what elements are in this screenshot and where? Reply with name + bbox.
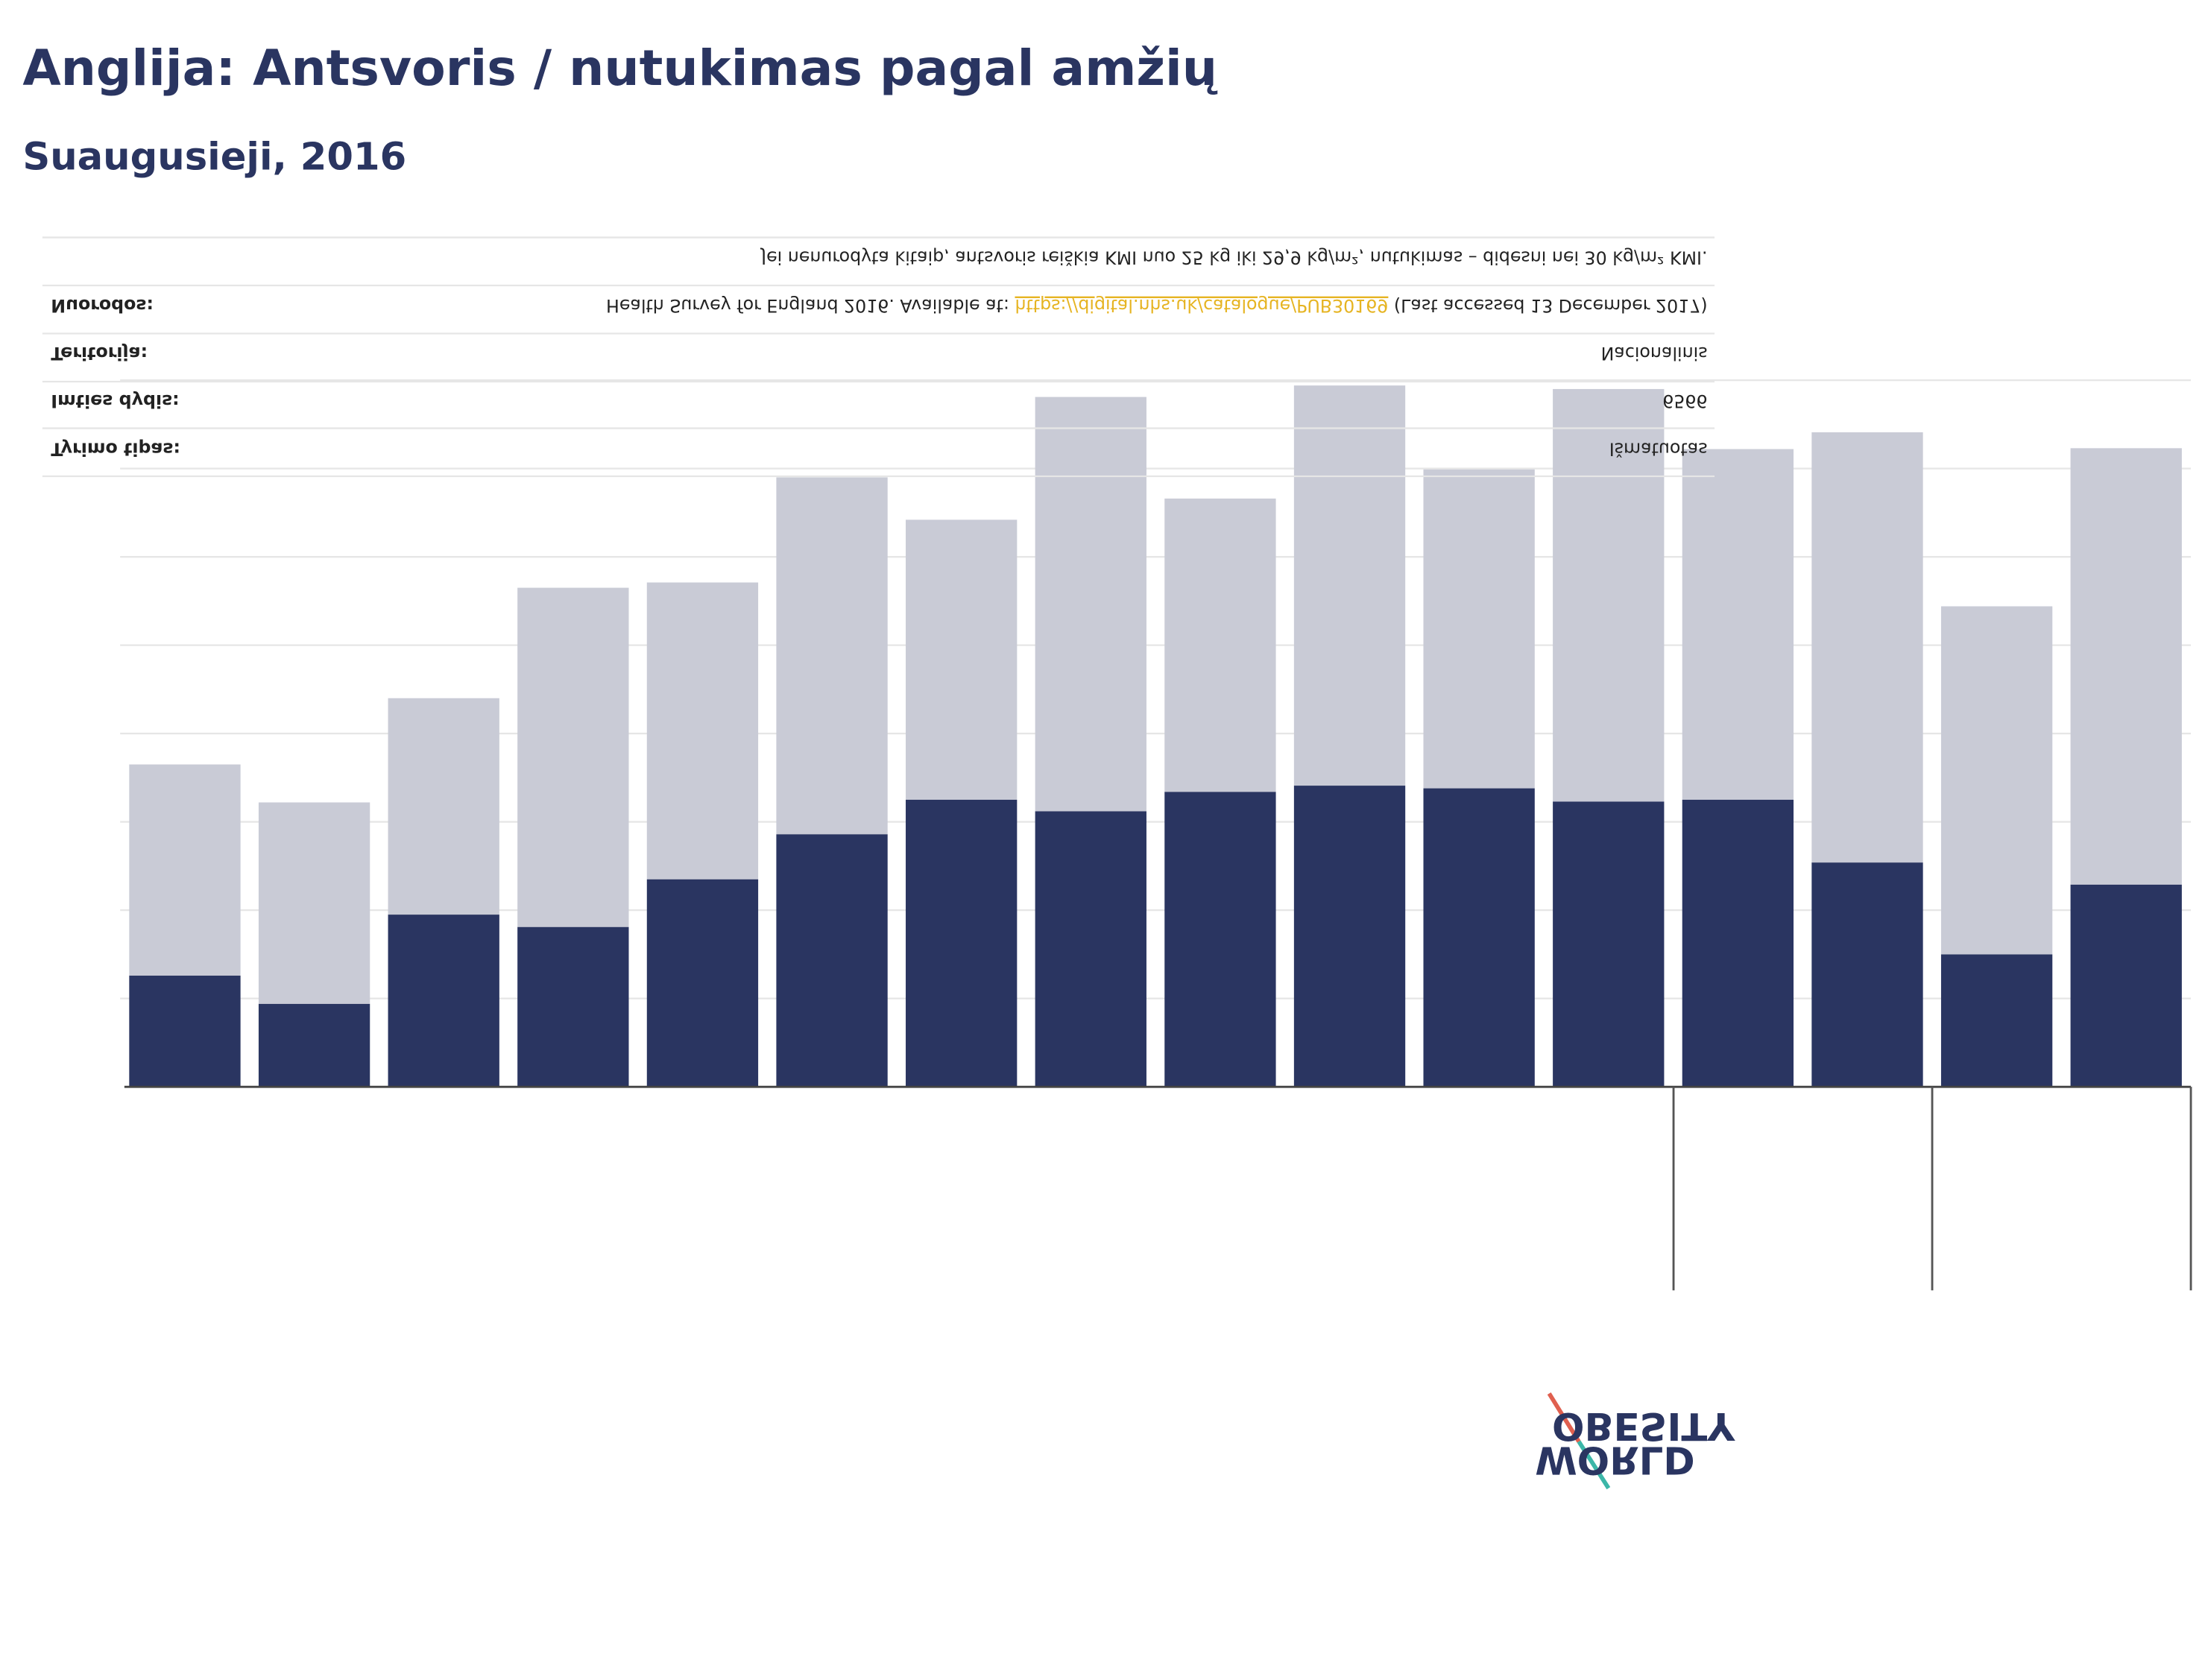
bar-segment bbox=[129, 764, 241, 976]
chart-title: Anglija: Antsvoris / nutukimas pagal amž… bbox=[22, 39, 1217, 97]
bar-segment bbox=[1423, 788, 1535, 1087]
row-value: Health Survey for England 2016. Availabl… bbox=[606, 295, 1708, 316]
ref-link[interactable]: https://digital.nhs.uk/catalogue/PUB3016… bbox=[1015, 295, 1388, 316]
bar-segment bbox=[388, 698, 499, 915]
chart-subtitle: Suaugusieji, 2016 bbox=[22, 135, 406, 180]
bar-segment bbox=[1035, 811, 1146, 1087]
bar-segment bbox=[258, 1003, 370, 1087]
bar-segment bbox=[1811, 432, 1923, 863]
bar-segment bbox=[517, 926, 629, 1087]
bar-segment bbox=[1035, 397, 1146, 812]
bar-segment bbox=[517, 587, 629, 927]
ref-text: (Last accessed 13 December 2017) bbox=[1388, 295, 1707, 316]
bar-segment bbox=[1682, 449, 1794, 800]
bar-segment bbox=[1553, 801, 1665, 1087]
logo-slash bbox=[1547, 1392, 1581, 1443]
bar-segment bbox=[1293, 385, 1406, 786]
row-label: Imties dydis: bbox=[51, 391, 179, 411]
bar-segment bbox=[1164, 792, 1276, 1087]
row-value: Nacionalinis bbox=[1601, 343, 1708, 364]
bar-segment bbox=[646, 879, 759, 1087]
chart bbox=[120, 379, 2192, 1291]
bar-segment bbox=[1940, 954, 2053, 1087]
info-table: Jei nenurodyta kitaip, antsvoris reiškia… bbox=[42, 236, 1715, 478]
logo-slash bbox=[1577, 1440, 1611, 1490]
note: Jei nenurodyta kitaip, antsvoris reiškia… bbox=[760, 247, 1707, 268]
row-label: Teritorija: bbox=[51, 343, 148, 364]
bar-segment bbox=[2070, 884, 2182, 1087]
row-value: 6566 bbox=[1662, 391, 1707, 411]
bar-segment bbox=[1940, 606, 2053, 955]
bar-segment bbox=[646, 582, 759, 880]
bar-segment bbox=[776, 834, 888, 1087]
bar-segment bbox=[1423, 469, 1535, 789]
bar-segment bbox=[1682, 800, 1794, 1087]
bar-segment bbox=[1553, 388, 1665, 802]
logo-text: OBESITY bbox=[1552, 1403, 1735, 1448]
row-value: Išmatuotas bbox=[1609, 438, 1708, 459]
bar-segment bbox=[1811, 862, 1923, 1087]
bar-segment bbox=[1293, 786, 1406, 1087]
row-label: Nuorodos: bbox=[51, 295, 154, 316]
row-label: Tyrimo tipas: bbox=[51, 438, 180, 459]
bar-segment bbox=[129, 975, 241, 1087]
bar-segment bbox=[1164, 498, 1276, 792]
ref-text: Health Survey for England 2016. Availabl… bbox=[606, 295, 1015, 316]
bar-segment bbox=[906, 800, 1018, 1087]
logo-text: WORLD bbox=[1535, 1438, 1695, 1482]
bar-segment bbox=[906, 520, 1018, 800]
bar-segment bbox=[776, 477, 888, 835]
bar-segment bbox=[258, 802, 370, 1004]
bar-segment bbox=[388, 915, 499, 1087]
bar-segment bbox=[2070, 448, 2182, 885]
